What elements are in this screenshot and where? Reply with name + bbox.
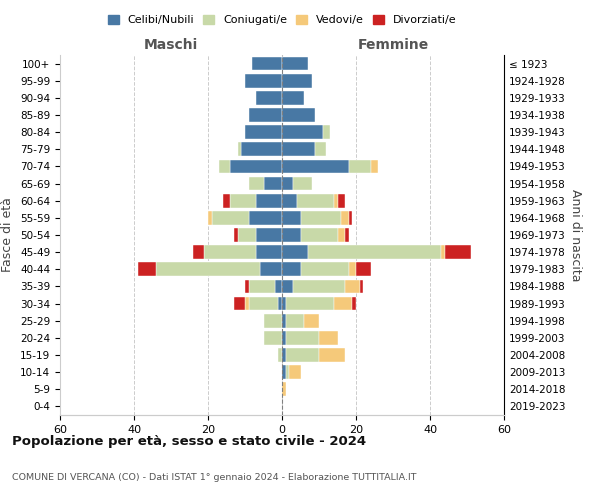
Bar <box>282 246 308 259</box>
Bar <box>301 262 349 276</box>
Legend: Celibi/Nubili, Coniugati/e, Vedovi/e, Divorziati/e: Celibi/Nubili, Coniugati/e, Vedovi/e, Di… <box>103 10 461 29</box>
Bar <box>263 314 282 328</box>
Bar <box>282 74 311 88</box>
Bar <box>282 382 286 396</box>
Bar <box>282 331 286 344</box>
Bar <box>308 246 441 259</box>
Bar <box>282 262 301 276</box>
Bar <box>282 366 286 379</box>
Bar <box>304 314 319 328</box>
Bar <box>334 296 352 310</box>
Bar <box>341 211 349 224</box>
Bar <box>319 331 337 344</box>
Bar <box>282 160 349 173</box>
Bar <box>301 211 341 224</box>
Bar <box>234 228 238 242</box>
Bar <box>282 280 293 293</box>
Bar <box>249 176 263 190</box>
Bar <box>245 280 249 293</box>
Bar <box>334 194 337 207</box>
Bar <box>260 262 282 276</box>
Bar <box>356 262 371 276</box>
Bar <box>293 176 311 190</box>
Bar <box>445 246 471 259</box>
Bar <box>345 228 349 242</box>
Bar <box>282 56 308 70</box>
Bar <box>289 366 301 379</box>
Bar <box>238 142 241 156</box>
Bar <box>208 211 212 224</box>
Bar <box>249 211 282 224</box>
Bar <box>352 296 356 310</box>
Bar <box>138 262 156 276</box>
Bar <box>282 211 301 224</box>
Bar <box>349 160 371 173</box>
Bar <box>301 228 337 242</box>
Bar <box>286 296 334 310</box>
Bar <box>263 176 282 190</box>
Bar <box>212 211 249 224</box>
Bar <box>286 348 319 362</box>
Bar <box>230 160 282 173</box>
Bar <box>256 194 282 207</box>
Bar <box>256 246 282 259</box>
Bar <box>230 194 256 207</box>
Bar <box>371 160 378 173</box>
Text: COMUNE DI VERCANA (CO) - Dati ISTAT 1° gennaio 2024 - Elaborazione TUTTITALIA.IT: COMUNE DI VERCANA (CO) - Dati ISTAT 1° g… <box>12 473 416 482</box>
Bar <box>256 91 282 104</box>
Bar <box>282 314 286 328</box>
Bar <box>297 194 334 207</box>
Bar <box>249 108 282 122</box>
Bar <box>282 228 301 242</box>
Bar <box>337 194 345 207</box>
Bar <box>256 228 282 242</box>
Bar <box>263 331 282 344</box>
Text: Maschi: Maschi <box>144 38 198 52</box>
Bar <box>282 194 297 207</box>
Bar <box>156 262 260 276</box>
Text: Popolazione per età, sesso e stato civile - 2024: Popolazione per età, sesso e stato civil… <box>12 435 366 448</box>
Bar <box>316 142 326 156</box>
Bar <box>219 160 230 173</box>
Bar <box>349 262 356 276</box>
Bar <box>249 280 275 293</box>
Bar <box>204 246 256 259</box>
Bar <box>253 56 282 70</box>
Bar <box>275 280 282 293</box>
Y-axis label: Fasce di età: Fasce di età <box>1 198 14 272</box>
Bar <box>249 296 278 310</box>
Bar <box>282 142 316 156</box>
Bar <box>286 366 289 379</box>
Bar <box>319 348 345 362</box>
Bar <box>245 126 282 139</box>
Bar <box>337 228 345 242</box>
Bar <box>238 228 256 242</box>
Bar <box>278 296 282 310</box>
Bar <box>282 91 304 104</box>
Bar <box>293 280 345 293</box>
Bar <box>241 142 282 156</box>
Bar <box>349 211 352 224</box>
Bar <box>286 331 319 344</box>
Bar <box>282 126 323 139</box>
Bar <box>234 296 245 310</box>
Bar <box>441 246 445 259</box>
Bar <box>278 348 282 362</box>
Bar <box>245 296 249 310</box>
Bar <box>282 348 286 362</box>
Bar <box>282 296 286 310</box>
Y-axis label: Anni di nascita: Anni di nascita <box>569 188 582 281</box>
Bar <box>245 74 282 88</box>
Bar <box>193 246 204 259</box>
Text: Femmine: Femmine <box>358 38 428 52</box>
Bar <box>282 176 293 190</box>
Bar <box>286 314 304 328</box>
Bar <box>360 280 364 293</box>
Bar <box>282 108 316 122</box>
Bar <box>223 194 230 207</box>
Bar <box>345 280 360 293</box>
Bar <box>323 126 330 139</box>
